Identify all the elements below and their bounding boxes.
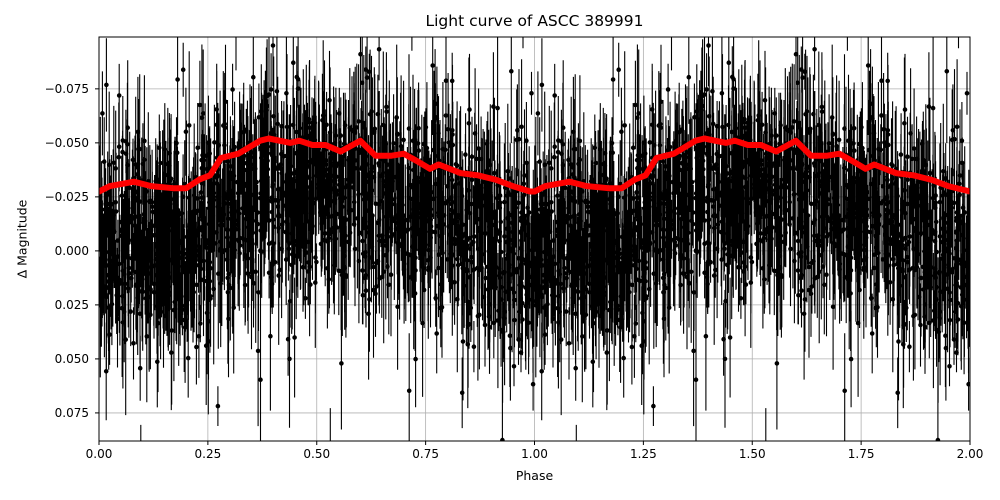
x-axis-label: Phase bbox=[515, 468, 554, 483]
x-tick-label: 1.25 bbox=[630, 447, 657, 461]
x-tick-label: 1.75 bbox=[847, 447, 875, 461]
x-tick-label: 2.00 bbox=[956, 447, 984, 461]
x-tick-label: 0.50 bbox=[303, 447, 331, 461]
x-tick-label: 0.25 bbox=[194, 447, 222, 461]
x-tick-label: 1.50 bbox=[738, 447, 766, 461]
x-tick-label: 1.00 bbox=[521, 447, 548, 461]
axes-frame bbox=[95, 36, 971, 445]
y-tick-label: −0.050 bbox=[44, 135, 89, 150]
y-tick-label: −0.025 bbox=[44, 189, 89, 204]
y-tick-label: 0.000 bbox=[54, 243, 89, 258]
binned-mean-curve bbox=[99, 135, 970, 195]
observation-points bbox=[99, 37, 970, 441]
y-tick-label: 0.050 bbox=[54, 351, 89, 366]
y-tick-label: 0.075 bbox=[54, 405, 89, 420]
y-tick-label: −0.075 bbox=[44, 81, 89, 96]
chart-title: Light curve of ASCC 389991 bbox=[425, 12, 644, 30]
y-tick-label: 0.025 bbox=[54, 297, 89, 312]
x-tick-label: 0.75 bbox=[412, 447, 439, 461]
x-tick-label: 0.00 bbox=[85, 447, 113, 461]
